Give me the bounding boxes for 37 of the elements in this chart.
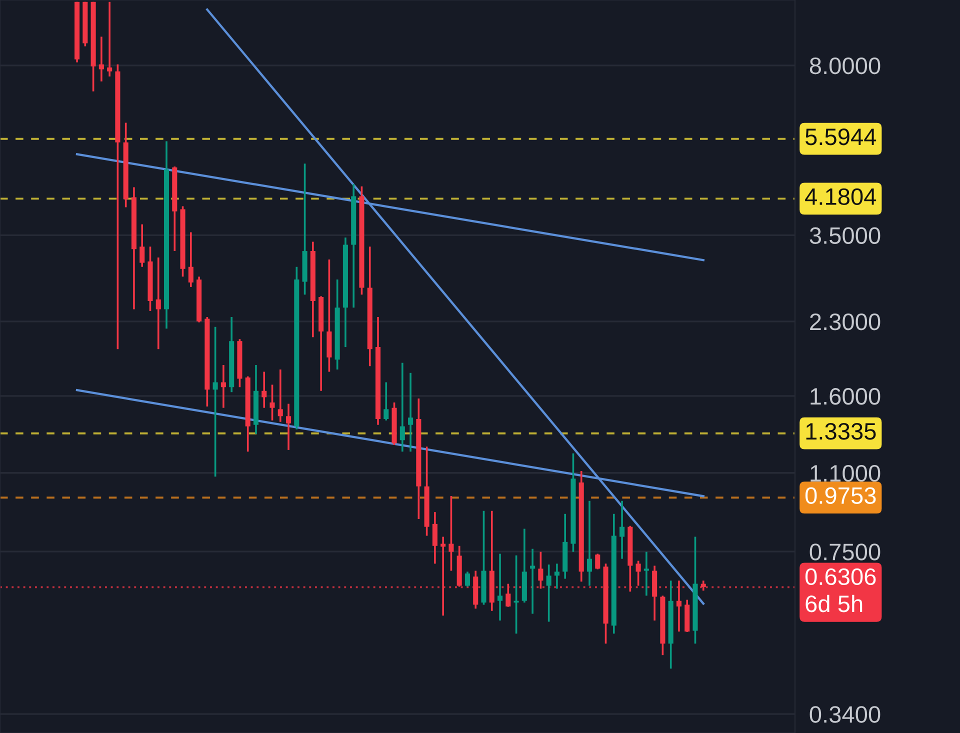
ref-line-label: 4.1804	[805, 188, 876, 206]
candlestick	[432, 511, 438, 565]
y-tick-label: 8.0000	[810, 57, 880, 74]
candlestick	[262, 370, 267, 409]
candlestick	[620, 500, 625, 560]
ref-line-label: 0.6306 6d 5h	[805, 568, 876, 612]
candlestick	[286, 402, 292, 451]
ref-line-label: 0.9753	[805, 487, 876, 504]
candlestick	[384, 381, 389, 422]
candlestick	[156, 256, 161, 350]
candlestick	[107, 0, 112, 78]
candlestick	[98, 36, 104, 82]
candlestick	[140, 223, 145, 268]
candlestick	[270, 384, 275, 422]
ref-line-label: 1.3335	[806, 422, 876, 440]
y-tick-label: 0.7500	[810, 544, 880, 560]
candlestick	[546, 564, 552, 623]
y-tick-label: 1.1000	[810, 464, 880, 482]
y-tick-label: 0.3400	[810, 706, 880, 723]
ref-line-label: 5.5944	[805, 128, 876, 146]
candlestick	[448, 495, 454, 572]
candlestick	[278, 368, 283, 423]
candlestick	[497, 552, 503, 622]
candlestick	[400, 362, 405, 453]
y-tick-label: 2.3000	[810, 313, 880, 330]
candlestick	[644, 550, 649, 597]
candlestick	[408, 372, 414, 453]
candlestick	[586, 500, 592, 587]
candlestick	[554, 562, 560, 590]
candlestick	[530, 548, 536, 615]
candlestick	[220, 364, 226, 409]
candlestick	[188, 231, 194, 288]
y-tick-label: 3.5000	[810, 227, 880, 244]
candlestick	[212, 326, 218, 478]
candlestick	[464, 570, 470, 588]
y-tick-label: 1.6000	[810, 388, 880, 405]
candlestick	[595, 552, 600, 570]
